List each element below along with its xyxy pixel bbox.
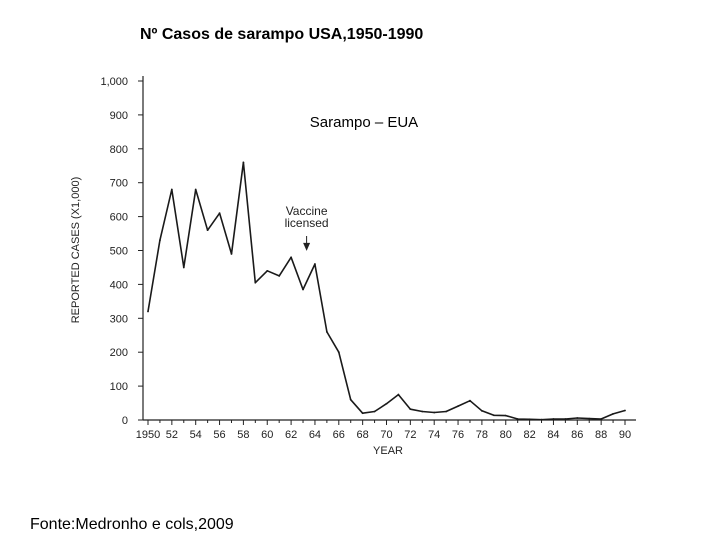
- x-tick-label: 82: [523, 429, 535, 441]
- x-tick-label: 70: [380, 429, 392, 441]
- data-point: [612, 412, 614, 415]
- x-tick-label: 74: [428, 429, 440, 441]
- data-point: [349, 398, 352, 401]
- data-point: [397, 393, 400, 396]
- x-tick-label: 68: [357, 429, 369, 441]
- data-point: [266, 269, 269, 272]
- data-point: [385, 402, 388, 405]
- data-point: [314, 263, 316, 265]
- x-tick-label: 54: [190, 429, 202, 441]
- y-tick-label: 400: [110, 279, 128, 291]
- data-point: [600, 418, 603, 420]
- data-point: [206, 229, 209, 232]
- annotation-label-line: licensed: [285, 216, 329, 230]
- x-tick-label: 78: [476, 429, 488, 441]
- data-point: [576, 417, 579, 419]
- data-point: [552, 418, 555, 420]
- data-point: [516, 418, 519, 420]
- x-tick-label: 88: [595, 429, 607, 441]
- x-axis-ticks: 1950 52 54 56 58 60 62 64 66 68 70 72 74 76 78 80 82 84 86…: [136, 420, 631, 441]
- data-point: [433, 411, 436, 414]
- y-axis-ticks: 0 100 200 300 400 500 600 700 800 900 1,000: [100, 76, 143, 427]
- data-point: [337, 351, 340, 354]
- data-point: [624, 409, 626, 412]
- data-point: [469, 399, 471, 402]
- x-tick-label: 84: [547, 429, 559, 441]
- x-axis-title: YEAR: [373, 445, 403, 457]
- data-point: [194, 188, 197, 191]
- series-layer: [147, 161, 626, 421]
- series-line: [147, 161, 626, 421]
- data-point: [588, 417, 591, 420]
- y-tick-label: 200: [110, 347, 128, 359]
- data-point: [373, 410, 376, 413]
- x-tick-label: 76: [452, 429, 464, 441]
- x-tick-label: 64: [309, 429, 321, 441]
- x-tick-label: 86: [571, 429, 583, 441]
- data-point: [540, 418, 543, 421]
- data-point: [218, 212, 221, 215]
- slide-title: Nº Casos de sarampo USA,1950-1990: [140, 26, 424, 43]
- x-tick-label: 62: [285, 429, 297, 441]
- x-tick-label: 72: [404, 429, 416, 441]
- y-tick-label: 800: [110, 144, 128, 156]
- y-tick-label: 300: [110, 313, 128, 325]
- data-point: [445, 410, 448, 413]
- y-tick-label: 500: [110, 246, 128, 258]
- data-point: [159, 239, 161, 242]
- data-point: [242, 161, 245, 164]
- data-point: [409, 408, 412, 411]
- data-point: [182, 266, 185, 269]
- x-tick-label: 66: [333, 429, 345, 441]
- data-point: [457, 405, 459, 408]
- data-point: [170, 188, 173, 191]
- x-tick-label: 60: [261, 429, 273, 441]
- data-point: [278, 275, 281, 277]
- data-point: [290, 256, 292, 259]
- source-caption: Fonte:Medronho e cols,2009: [30, 516, 234, 533]
- data-point: [564, 418, 567, 420]
- y-tick-label: 600: [110, 212, 128, 224]
- x-tick-label: 52: [166, 429, 178, 441]
- chart-title: Sarampo – EUA: [310, 114, 418, 131]
- x-tick-label: 90: [619, 429, 631, 441]
- y-tick-label: 0: [122, 415, 128, 427]
- data-point: [528, 418, 531, 421]
- x-tick-label: 80: [500, 429, 512, 441]
- y-axis-title: REPORTED CASES (X1,000): [70, 177, 82, 324]
- data-point: [254, 281, 257, 284]
- data-point: [147, 310, 149, 313]
- data-point: [492, 414, 495, 417]
- data-point: [302, 288, 304, 291]
- x-tick-label: 56: [213, 429, 225, 441]
- annotation-arrowhead: [303, 242, 311, 251]
- data-point: [361, 412, 364, 415]
- y-tick-label: 100: [110, 381, 128, 393]
- annotation-label-line: Vaccine: [286, 204, 328, 218]
- data-point: [504, 414, 507, 417]
- data-point: [481, 409, 483, 412]
- y-tick-label: 900: [110, 110, 128, 122]
- data-point: [325, 330, 328, 333]
- data-point: [421, 410, 424, 413]
- data-point: [230, 252, 233, 255]
- y-tick-label: 1,000: [100, 76, 128, 88]
- y-tick-label: 700: [110, 178, 128, 190]
- x-tick-label: 58: [237, 429, 249, 441]
- x-tick-label: 1950: [136, 429, 160, 441]
